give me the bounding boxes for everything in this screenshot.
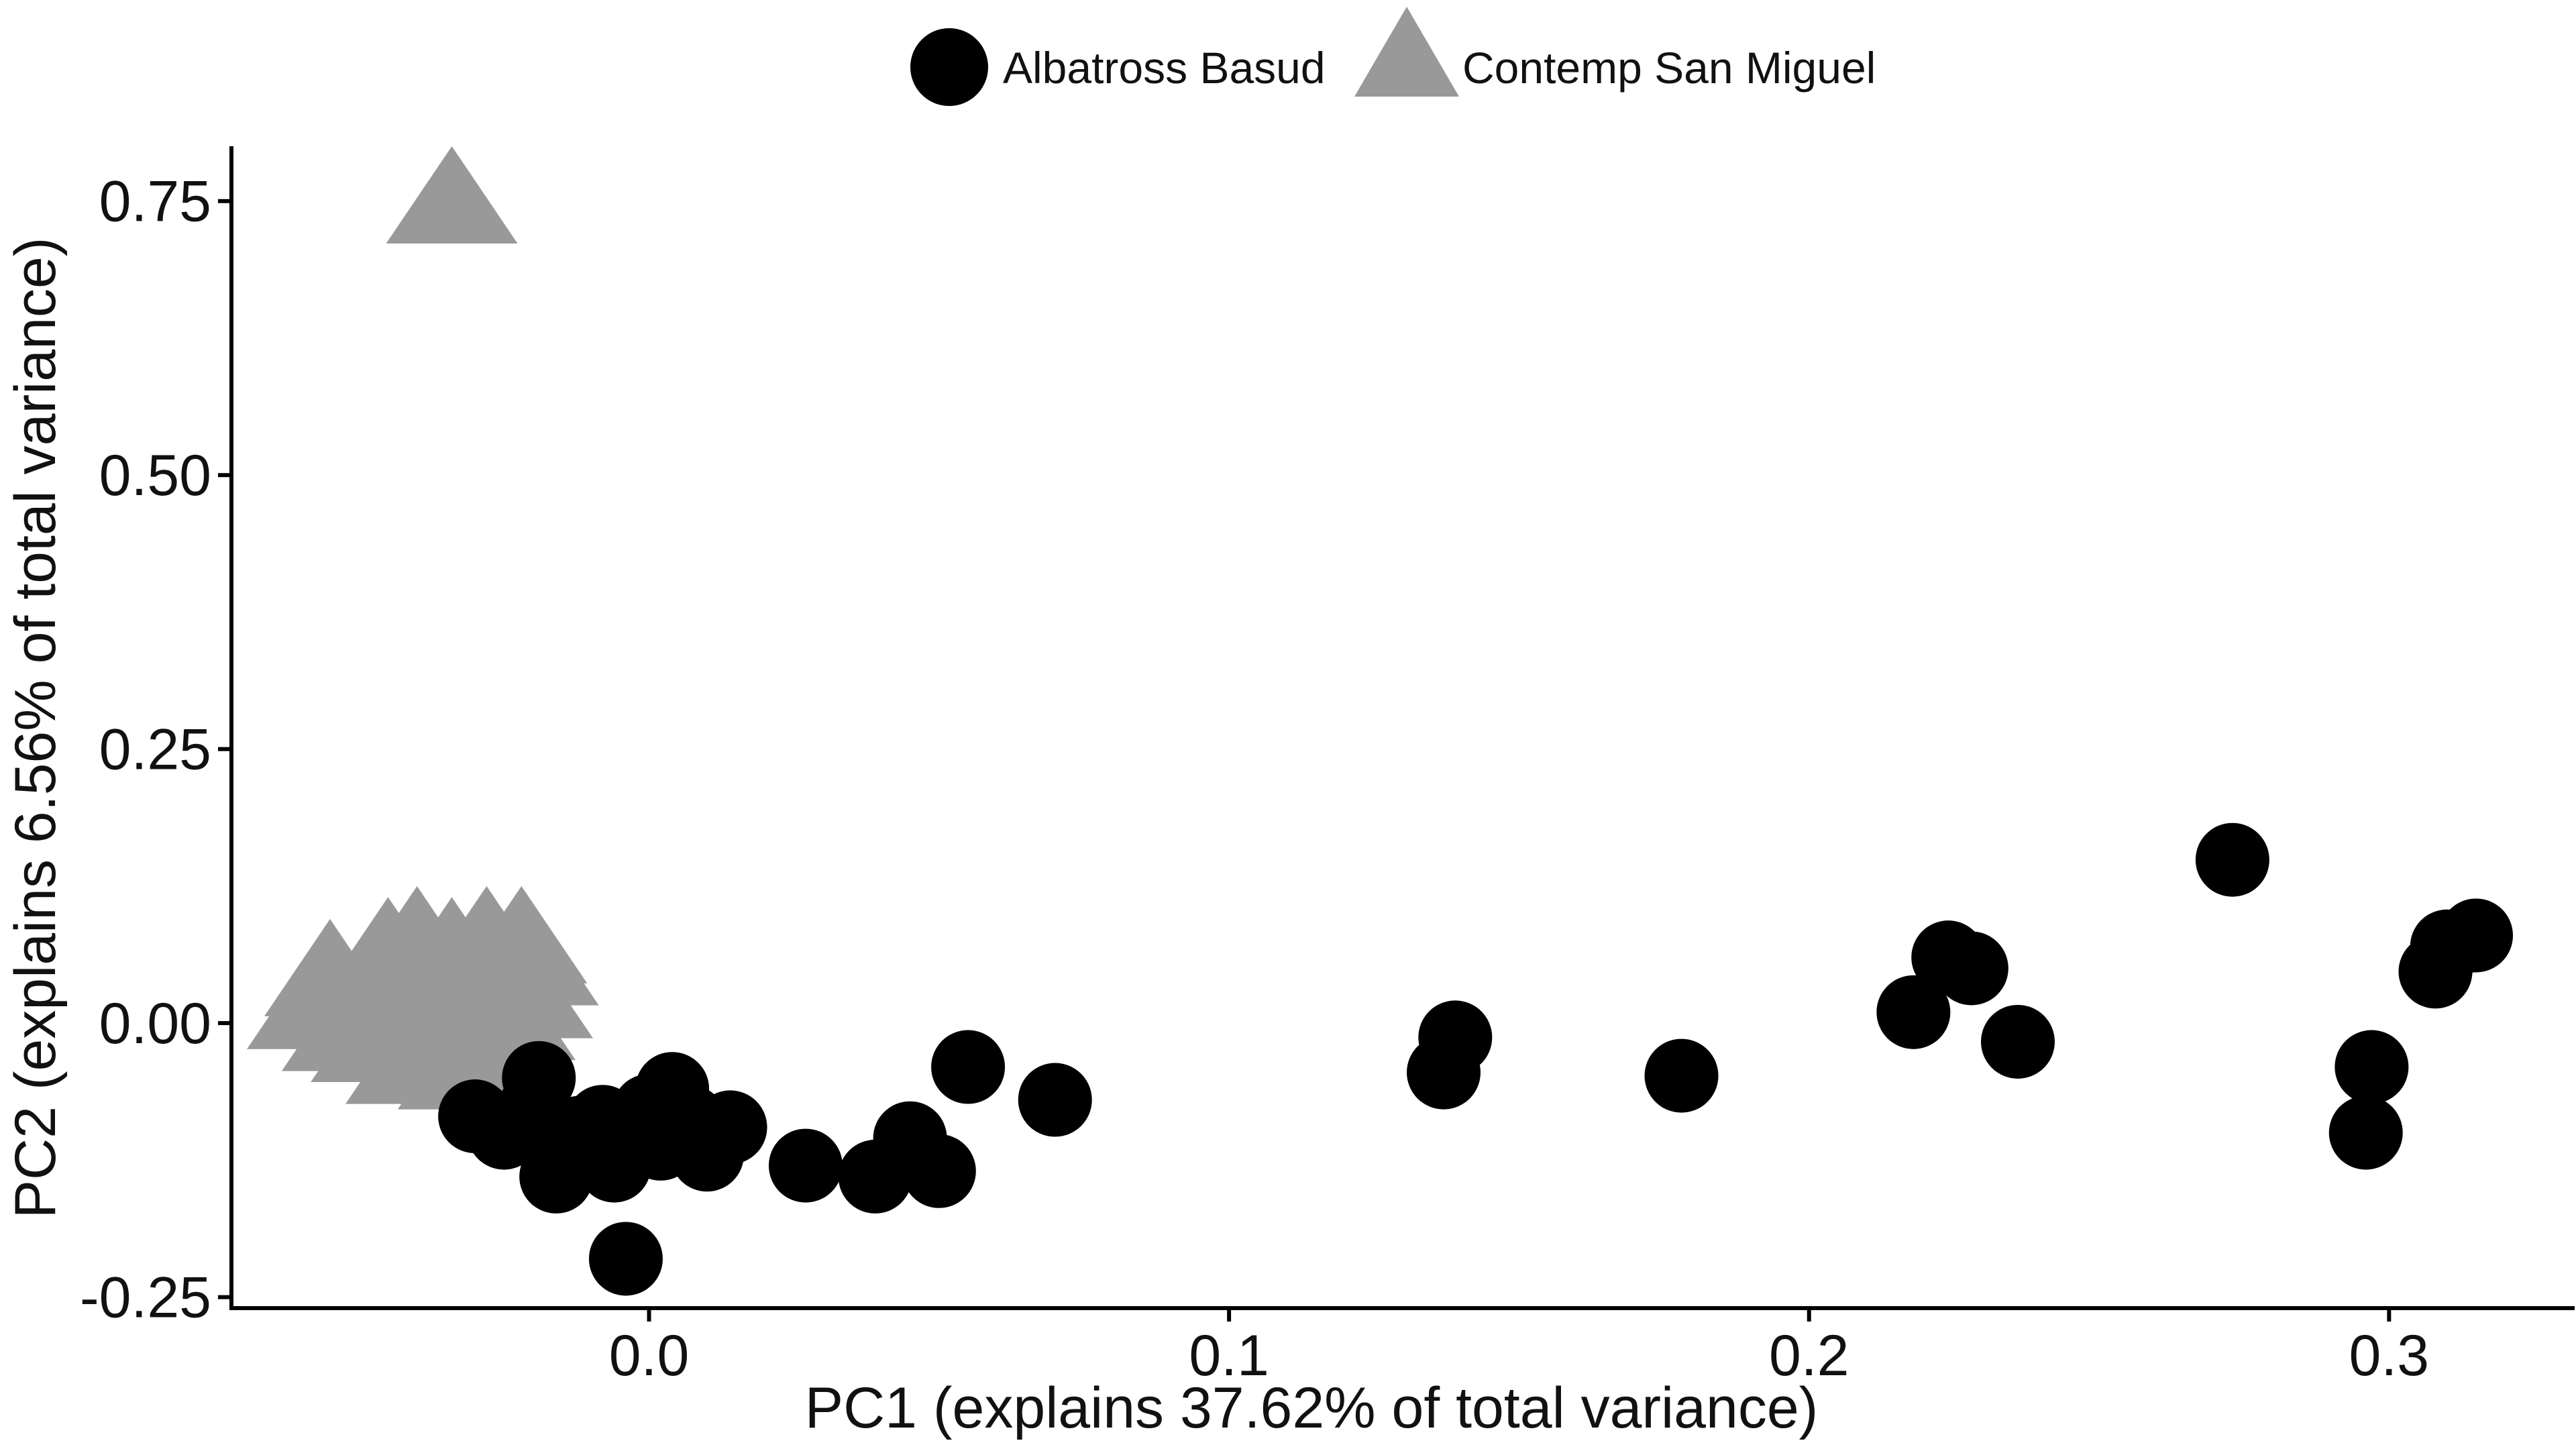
legend-label-contemp-san-miguel: Contemp San Miguel — [1462, 43, 1876, 93]
data-point-triangle — [386, 146, 518, 244]
legend-marker-albatross-basud — [910, 28, 988, 106]
data-point-circle — [931, 1030, 1006, 1104]
data-point-circle — [1876, 975, 1951, 1049]
y-tick-label: 0.25 — [99, 718, 211, 782]
x-tick-label: 0.3 — [2349, 1324, 2430, 1388]
data-point-circle — [2195, 822, 2269, 897]
legend-label-albatross-basud: Albatross Basud — [1003, 43, 1326, 93]
data-point-circle — [2328, 1095, 2403, 1170]
data-point-circle — [693, 1090, 767, 1165]
y-tick-label: 0.00 — [99, 991, 211, 1056]
legend-marker-contemp-san-miguel — [1354, 7, 1459, 97]
x-tick-label: 0.1 — [1189, 1324, 1269, 1388]
x-tick-label: 0.0 — [609, 1324, 690, 1388]
data-point-circle — [1418, 1000, 1493, 1075]
data-point-circle — [1018, 1063, 1092, 1137]
y-axis-title: PC2 (explains 6.56% of total variance) — [3, 237, 68, 1219]
data-point-circle — [2334, 1030, 2409, 1104]
series-contemp-san-miguel — [247, 146, 599, 1110]
y-tick-label: 0.50 — [99, 443, 211, 508]
x-tick-label: 0.2 — [1769, 1324, 1849, 1388]
x-axis-ticks: 0.0 0.1 0.2 0.3 — [609, 1308, 2429, 1388]
data-point-circle — [768, 1128, 843, 1203]
data-point-circle — [1644, 1038, 1719, 1113]
series-albatross-basud — [438, 822, 2514, 1296]
data-point-circle — [588, 1222, 663, 1296]
legend: Albatross Basud Contemp San Miguel — [910, 7, 1876, 106]
data-point-circle — [1980, 1004, 2055, 1079]
y-tick-label: -0.25 — [80, 1266, 211, 1330]
x-axis-title: PC1 (explains 37.62% of total variance) — [805, 1376, 1819, 1440]
data-point-triangle — [357, 946, 489, 1044]
data-point-circle — [2439, 898, 2514, 973]
data-point-circle — [1934, 931, 2008, 1006]
y-axis-ticks: -0.25 0.00 0.25 0.50 0.75 — [80, 170, 231, 1330]
y-tick-label: 0.75 — [99, 170, 211, 234]
data-point-circle — [902, 1134, 976, 1208]
